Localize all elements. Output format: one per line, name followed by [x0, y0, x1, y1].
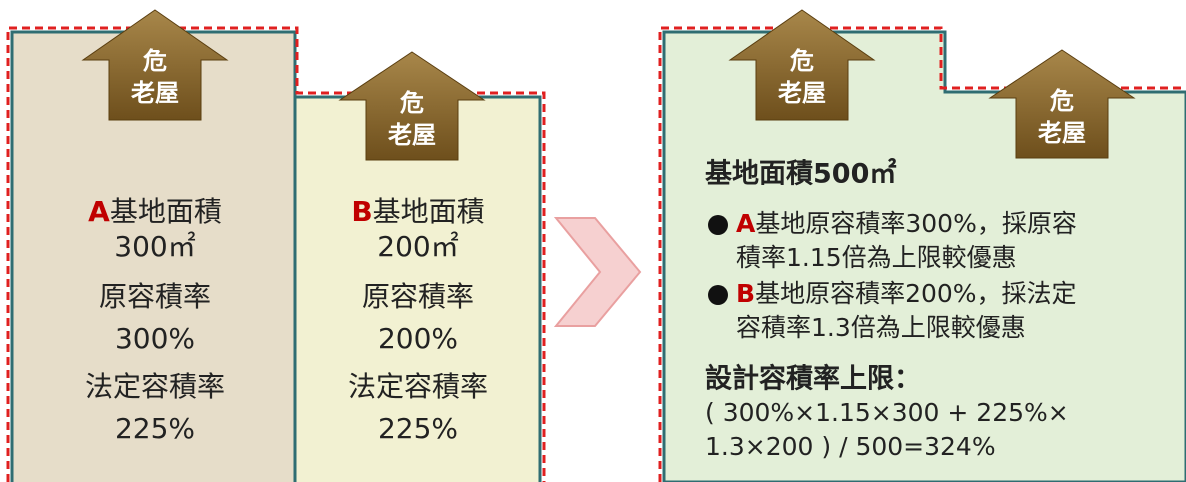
- house-text: 老屋: [1038, 119, 1086, 147]
- formula-title: 設計容積率上限：: [705, 363, 921, 395]
- lot-text: 200%: [378, 322, 458, 355]
- lot-text: 基地面積: [373, 195, 485, 228]
- lot-text: 法定容積率: [85, 370, 225, 403]
- formula-line: 1.3×200 ) / 500=324%: [705, 432, 996, 461]
- house-text: 老屋: [778, 79, 826, 107]
- house-text: 危: [143, 47, 167, 75]
- house-text: 危: [790, 47, 814, 75]
- arrow: [553, 217, 642, 327]
- house-text: 老屋: [131, 79, 179, 107]
- lot-text: 225%: [378, 412, 458, 445]
- lot-text: 原容積率: [99, 280, 211, 313]
- result-item: A基地原容積率300%，採原容: [736, 209, 1077, 238]
- lot-text: 300%: [115, 322, 195, 355]
- lot-text: 原容積率: [362, 280, 474, 313]
- lot-line: A基地面積: [88, 195, 222, 228]
- lot-text: 法定容積率: [348, 370, 488, 403]
- house-text: 危: [1050, 87, 1074, 115]
- item-label: A: [736, 209, 756, 238]
- bullet: [708, 285, 728, 305]
- lot-text: 基地面積: [110, 195, 222, 228]
- bullet: [708, 215, 728, 235]
- house-text: 老屋: [388, 121, 436, 149]
- lot-label: B: [351, 195, 372, 228]
- house: 危 老屋: [728, 9, 876, 121]
- item-label: B: [736, 279, 755, 308]
- lot-text: 200㎡: [377, 230, 458, 263]
- house: 危 老屋: [81, 9, 229, 121]
- boundary: [6, 26, 546, 482]
- lot-text: 300㎡: [114, 230, 195, 263]
- lot-text: 225%: [115, 412, 195, 445]
- item-text: 積率1.15倍為上限較優惠: [736, 243, 1017, 272]
- lot-b-block: [293, 95, 542, 482]
- lot-line: B基地面積: [351, 195, 484, 228]
- item-text: 基地原容積率300%，採原容: [755, 209, 1076, 238]
- result-title: 基地面積500㎡: [705, 158, 896, 190]
- formula-line: ( 300%×1.15×300 + 225%×: [705, 398, 1069, 427]
- house: 危 老屋: [338, 51, 486, 161]
- item-text: 容積率1.3倍為上限較優惠: [736, 313, 1026, 342]
- item-text: 基地原容積率200%，採法定: [755, 279, 1076, 308]
- house: 危 老屋: [988, 49, 1136, 159]
- house-text: 危: [400, 89, 424, 117]
- result-item: B基地原容積率200%，採法定: [736, 279, 1077, 308]
- lot-label: A: [88, 195, 110, 228]
